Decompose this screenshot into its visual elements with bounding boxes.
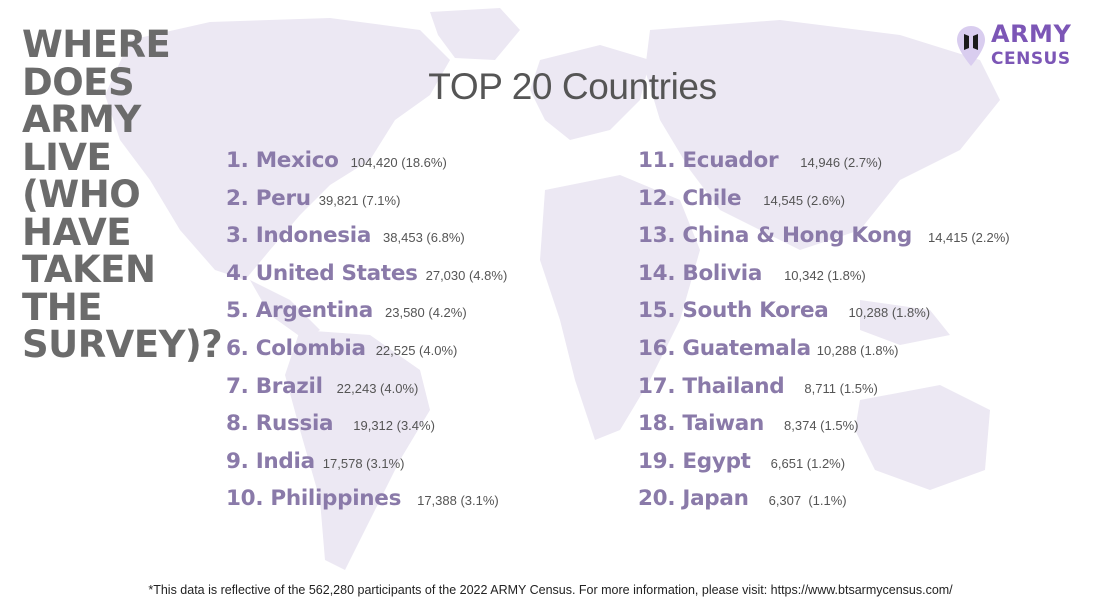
list-item: 11. Ecuador 14,946 (2.7%) <box>638 148 1010 186</box>
country-stat: 27,030 (4.8%) <box>425 267 508 283</box>
footnote: *This data is reflective of the 562,280 … <box>148 583 953 597</box>
country-name: 12. Chile <box>638 185 742 211</box>
country-name: 5. Argentina <box>226 298 373 324</box>
country-name: 15. South Korea <box>638 298 829 324</box>
country-name: 8. Russia <box>226 411 334 437</box>
country-name: 13. China & Hong Kong <box>638 223 912 249</box>
country-stat: 39,821 (7.1%) <box>318 192 401 208</box>
country-name: 11. Ecuador <box>638 148 779 173</box>
logo-text-census: CENSUS <box>991 49 1071 69</box>
country-name: 18. Taiwan <box>638 411 765 437</box>
list-item: 7. Brazil 22,243 (4.0%) <box>226 374 507 412</box>
side-title-line: WHERE <box>22 23 171 66</box>
country-name: 4. United States <box>226 260 418 286</box>
country-name: 20. Japan <box>638 486 749 512</box>
side-title-line: ARMY <box>22 98 141 141</box>
country-name: 9. India <box>226 448 315 474</box>
list-item: 13. China & Hong Kong 14,415 (2.2%) <box>638 223 1010 261</box>
country-stat: 104,420 (18.6%) <box>350 155 447 170</box>
country-stat: 8,374 (1.5%) <box>784 418 859 434</box>
page-title: TOP 20 Countries <box>428 66 717 107</box>
country-stat: 10,288 (1.8%) <box>816 342 899 358</box>
list-item: 6. Colombia 22,525 (4.0%) <box>226 336 507 374</box>
list-item: 19. Egypt 6,651 (1.2%) <box>638 449 1010 487</box>
list-item: 15. South Korea 10,288 (1.8%) <box>638 298 1010 336</box>
side-title-line: HAVE <box>22 210 132 254</box>
list-item: 14. Bolivia 10,342 (1.8%) <box>638 261 1010 299</box>
country-stat: 14,946 (2.7%) <box>800 155 882 170</box>
list-item: 20. Japan 6,307 (1.1%) <box>638 486 1010 524</box>
side-title-line: (WHO <box>22 173 141 216</box>
country-stat: 38,453 (6.8%) <box>383 230 465 246</box>
country-stat: 6,307 (1.1%) <box>768 493 847 509</box>
list-item: 4. United States 27,030 (4.8%) <box>226 261 507 299</box>
country-name: 14. Bolivia <box>638 260 763 286</box>
side-title: WHERE DOES ARMY LIVE (WHO HAVE TAKEN THE… <box>22 23 223 366</box>
list-item: 16. Guatemala 10,288 (1.8%) <box>638 336 1010 374</box>
country-name: 6. Colombia <box>226 335 366 361</box>
country-name: 17. Thailand <box>638 373 785 399</box>
list-item: 9. India 17,578 (3.1%) <box>226 449 507 487</box>
country-name: 2. Peru <box>226 185 311 211</box>
side-title-line: LIVE <box>22 135 112 179</box>
country-name: 7. Brazil <box>226 373 323 399</box>
list-item: 10. Philippines 17,388 (3.1%) <box>226 486 507 524</box>
list-item: 18. Taiwan 8,374 (1.5%) <box>638 411 1010 449</box>
country-name: 3. Indonesia <box>226 223 372 249</box>
countries-list-left: 1. Mexico 104,420 (18.6%) 2. Peru 39,821 (… <box>226 148 507 524</box>
country-stat: 10,288 (1.8%) <box>848 305 931 321</box>
side-title-line: DOES <box>22 60 135 104</box>
side-title-line: TAKEN <box>22 248 156 291</box>
country-name: 1. Mexico <box>226 148 339 173</box>
country-stat: 22,525 (4.0%) <box>375 342 458 358</box>
list-item: 5. Argentina 23,580 (4.2%) <box>226 298 507 336</box>
countries-list-right: 11. Ecuador 14,946 (2.7%) 12. Chile 14,545… <box>638 148 1010 524</box>
country-name: 10. Philippines <box>226 486 402 512</box>
list-item: 2. Peru 39,821 (7.1%) <box>226 186 507 224</box>
country-stat: 17,388 (3.1%) <box>417 493 499 509</box>
country-stat: 23,580 (4.2%) <box>385 305 467 321</box>
list-item: 12. Chile 14,545 (2.6%) <box>638 186 1010 224</box>
country-stat: 10,342 (1.8%) <box>784 267 866 283</box>
list-item: 3. Indonesia 38,453 (6.8%) <box>226 223 507 261</box>
list-item: 1. Mexico 104,420 (18.6%) <box>226 148 507 186</box>
country-stat: 8,711 (1.5%) <box>804 380 878 396</box>
country-name: 19. Egypt <box>638 448 751 474</box>
side-title-line: THE <box>22 285 102 329</box>
logo-text-army: ARMY <box>991 20 1072 48</box>
country-stat: 17,578 (3.1%) <box>322 455 405 471</box>
bts-pin-logo-icon <box>957 26 985 66</box>
list-item: 17. Thailand 8,711 (1.5%) <box>638 374 1010 412</box>
side-title-line: SURVEY)? <box>22 323 223 366</box>
country-stat: 14,545 (2.6%) <box>763 192 845 208</box>
country-stat: 6,651 (1.2%) <box>770 455 846 471</box>
country-name: 16. Guatemala <box>638 335 811 361</box>
country-stat: 14,415 (2.2%) <box>927 230 1010 246</box>
list-item: 8. Russia 19,312 (3.4%) <box>226 411 507 449</box>
army-census-logo: ARMY CENSUS <box>955 20 1075 78</box>
country-stat: 22,243 (4.0%) <box>336 380 419 396</box>
country-stat: 19,312 (3.4%) <box>353 418 435 434</box>
